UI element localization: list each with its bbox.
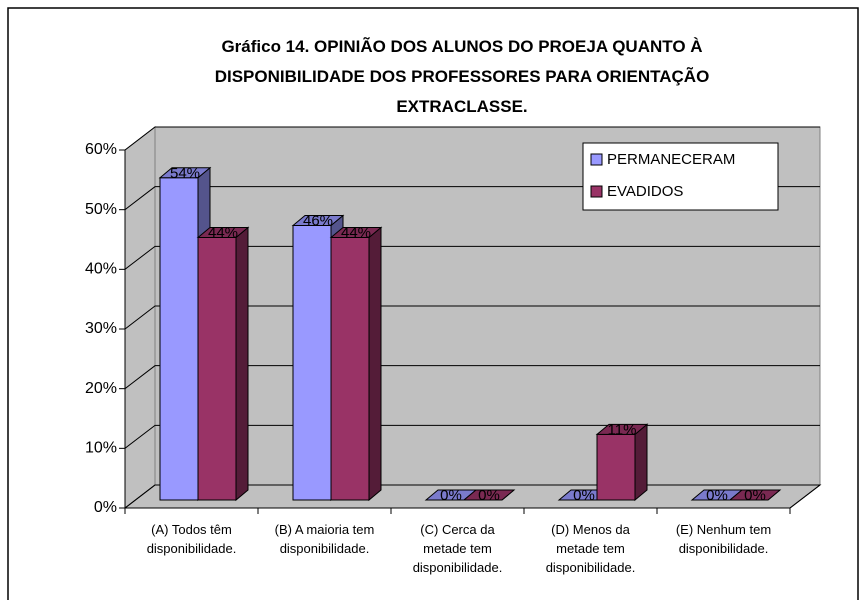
bar [595,423,649,502]
data-label: 44% [208,224,238,241]
bar-front [292,225,332,501]
bar-side [368,226,382,502]
data-label: 11% [608,421,637,438]
data-label: 0% [440,487,462,504]
bar [462,489,516,501]
grid-line [124,245,820,270]
bar-side [235,226,249,502]
bar-front [596,433,636,501]
chart-title: Gráfico 14. OPINIÃO DOS ALUNOS DO PROEJA… [215,36,710,116]
x-tick-label: (C) Cerca da metade tem disponibilidade. [413,522,503,575]
bar-top [329,226,383,238]
data-label: 0% [478,487,500,504]
grid-line [124,305,820,330]
data-label: 46% [303,213,333,230]
bar-top [728,489,782,501]
y-tick-label: 50% [85,201,117,218]
legend-swatch [590,153,603,166]
bar [329,226,383,502]
bar-top [291,215,345,227]
legend-label: EVADIDOS [607,183,683,200]
data-label: 54% [170,165,200,182]
x-axis-depth [789,484,821,509]
bar-side [634,423,648,502]
bar-top [462,489,516,501]
legend-label: PERMANECERAM [607,151,735,168]
bar-top [158,167,212,179]
bar-top [595,423,649,435]
bar-top [196,226,250,238]
legend-box [582,142,779,211]
bar [196,226,250,502]
grid-line [124,365,820,390]
x-tick-label: (D) Menos da metade tem disponibilidade. [546,522,636,575]
bar-front [330,236,370,501]
bar [728,489,782,501]
y-tick-label: 40% [85,261,117,278]
bar-front [159,177,199,501]
legend-swatch [590,185,603,198]
x-tick-label: (E) Nenhum tem disponibilidade. [676,522,771,556]
grid-line [124,126,820,151]
data-label: 44% [341,224,371,241]
y-tick-label: 0% [94,499,117,516]
y-tick-label: 60% [85,141,117,158]
y-tick-label: 10% [85,440,117,457]
y-tick-label: 30% [85,320,117,337]
x-tick-label: (B) A maioria tem disponibilidade. [275,522,375,556]
bar-front [197,236,237,501]
x-tick-label: (A) Todos têm disponibilidade. [147,522,237,556]
data-label: 0% [573,487,595,504]
data-label: 0% [706,487,728,504]
grid-line [124,424,820,449]
y-tick-label: 20% [85,380,117,397]
data-label: 0% [744,487,766,504]
